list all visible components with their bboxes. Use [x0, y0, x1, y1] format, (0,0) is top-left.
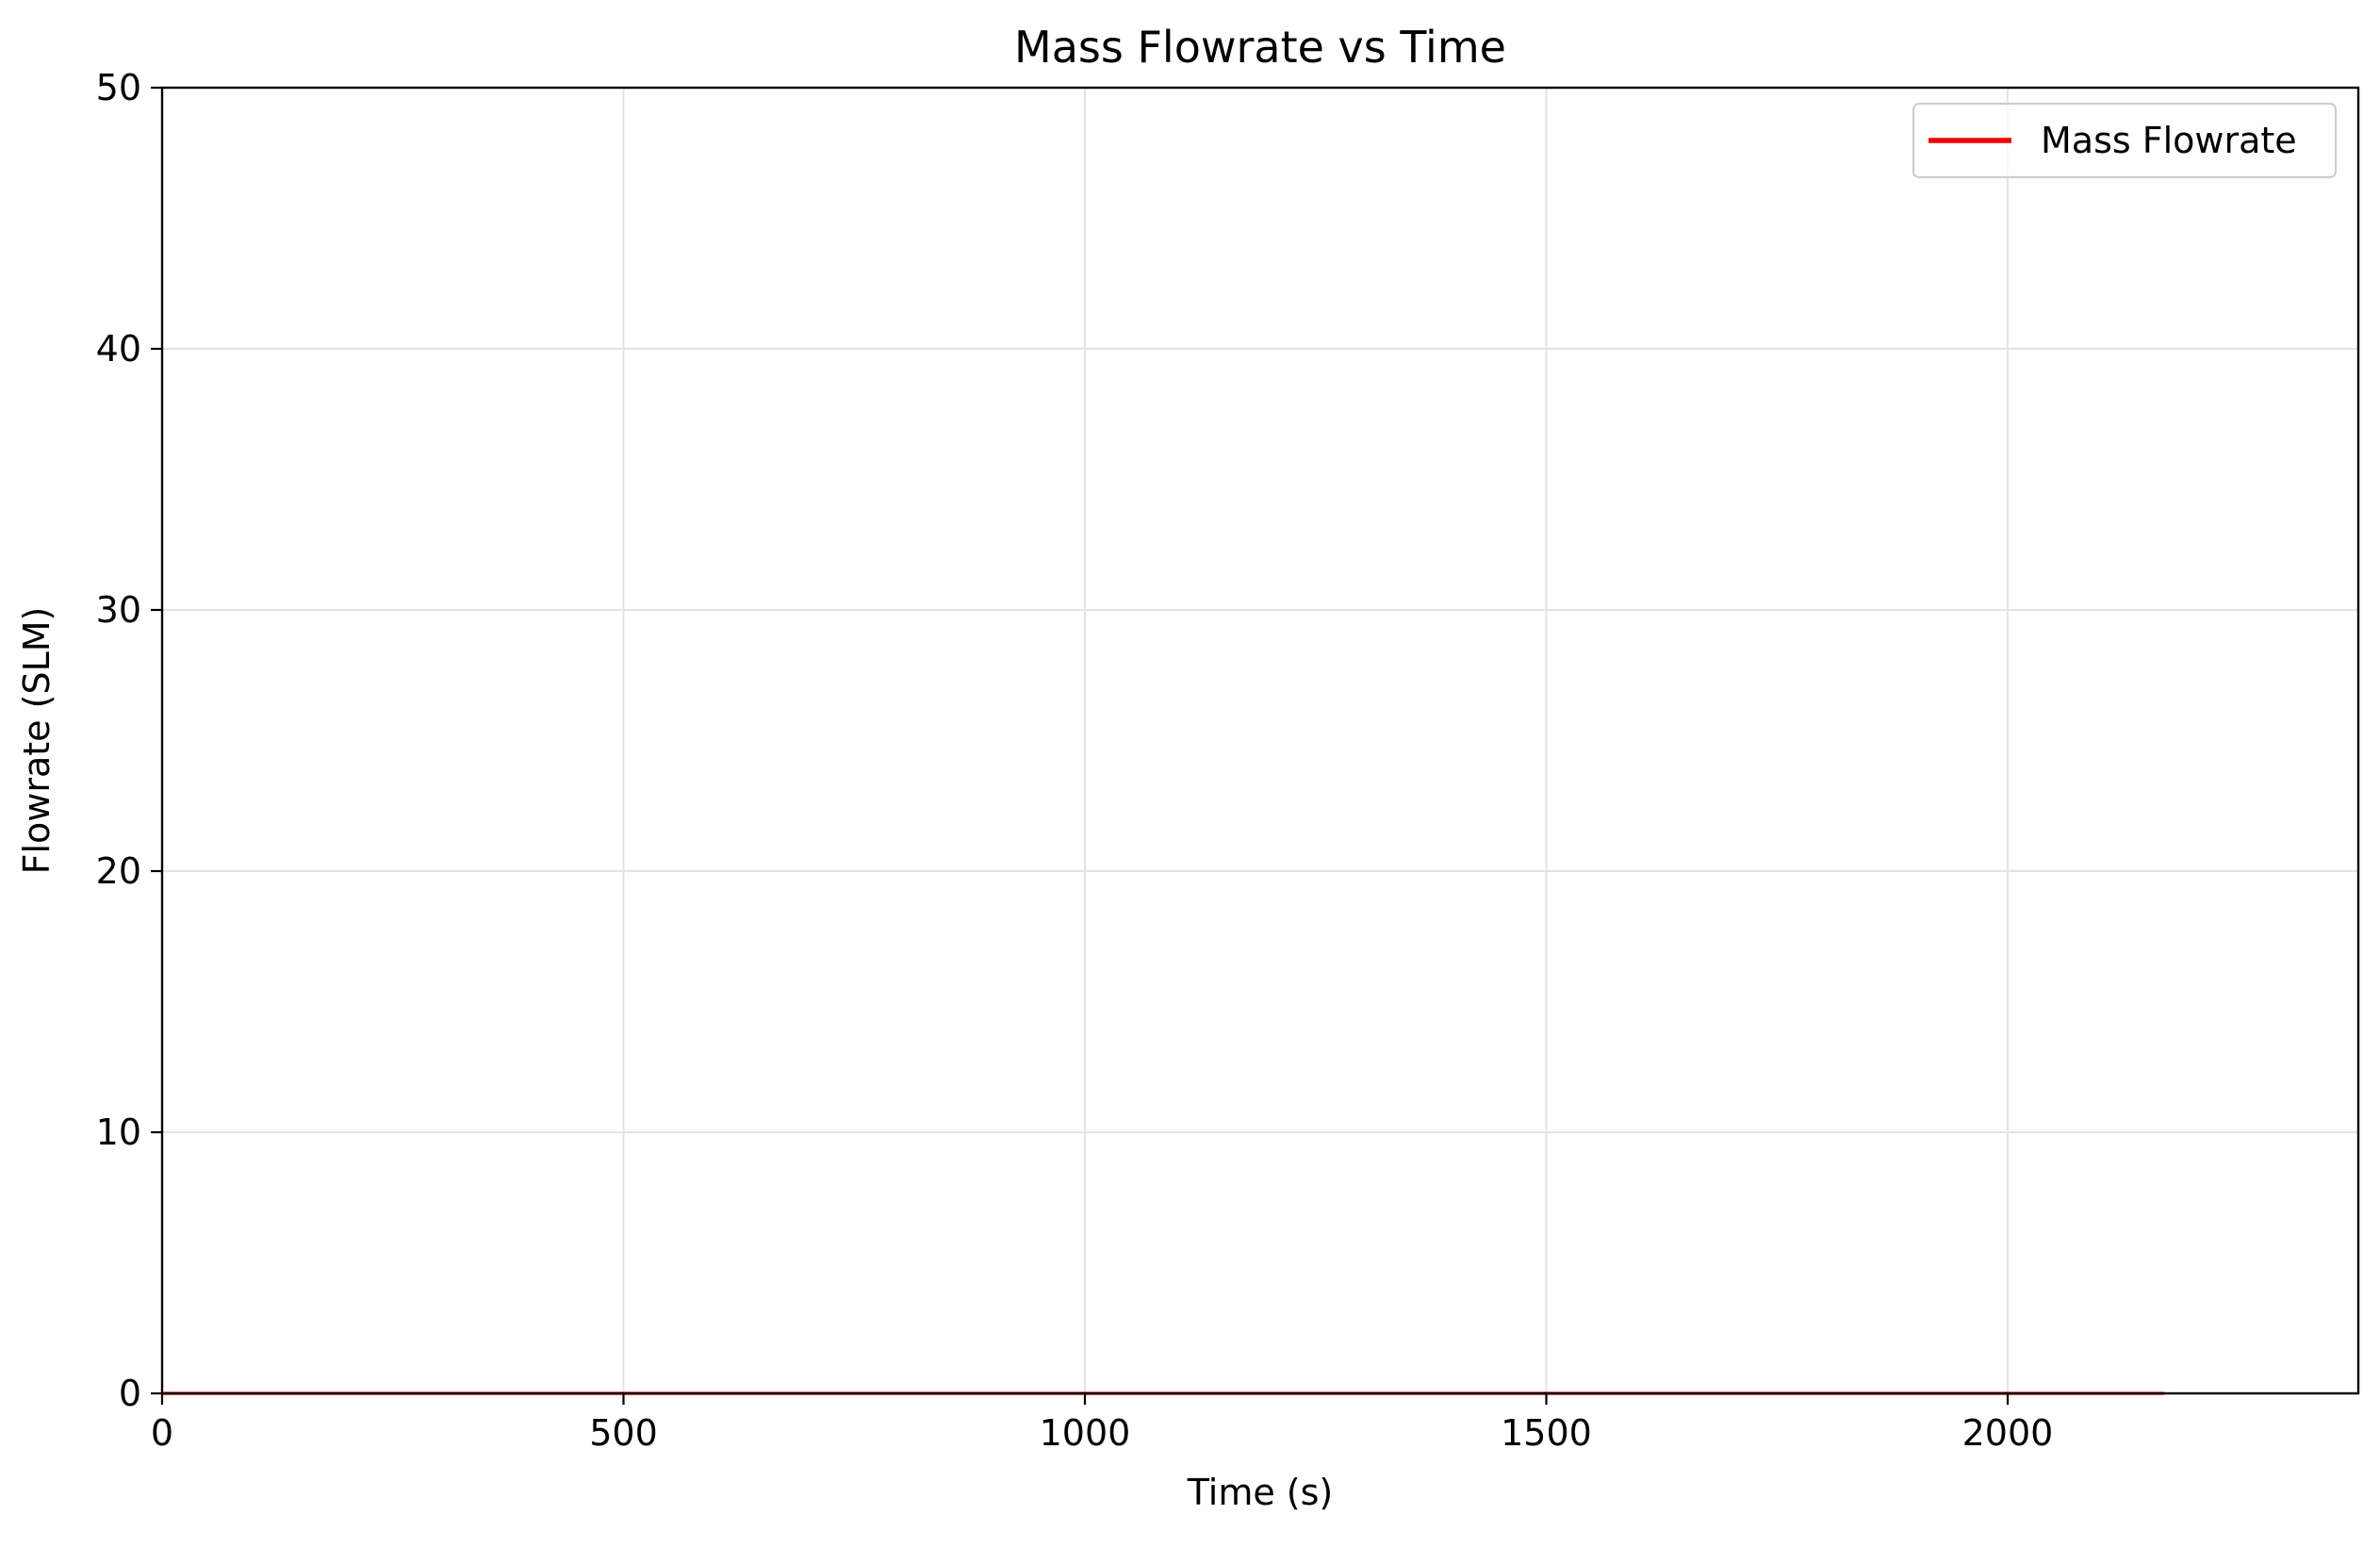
y-tick-label: 40	[96, 328, 141, 370]
legend-entry-label: Mass Flowrate	[2041, 120, 2297, 161]
y-tick-label: 20	[96, 850, 141, 892]
y-tick-label: 30	[96, 589, 141, 631]
chart-title: Mass Flowrate vs Time	[1014, 22, 1506, 73]
y-tick-label: 10	[96, 1112, 141, 1153]
x-tick-label: 500	[589, 1412, 658, 1454]
plot-frame	[160, 86, 2360, 1395]
y-axis-label: Flowrate (SLM)	[16, 607, 57, 875]
x-tick-label: 0	[151, 1412, 173, 1454]
x-axis-label: Time (s)	[1187, 1472, 1334, 1513]
legend: Mass Flowrate	[1912, 103, 2337, 178]
x-tick-label: 2000	[1962, 1412, 2054, 1454]
x-tick-label: 1500	[1501, 1412, 1592, 1454]
axis-ticks: 0 500 1000 1500 2000 0 10 20 30 40 50	[96, 67, 2054, 1454]
legend-box	[1912, 103, 2337, 178]
y-tick-label: 0	[119, 1373, 141, 1414]
y-tick-label: 50	[96, 67, 141, 108]
x-tick-label: 1000	[1040, 1412, 1131, 1454]
